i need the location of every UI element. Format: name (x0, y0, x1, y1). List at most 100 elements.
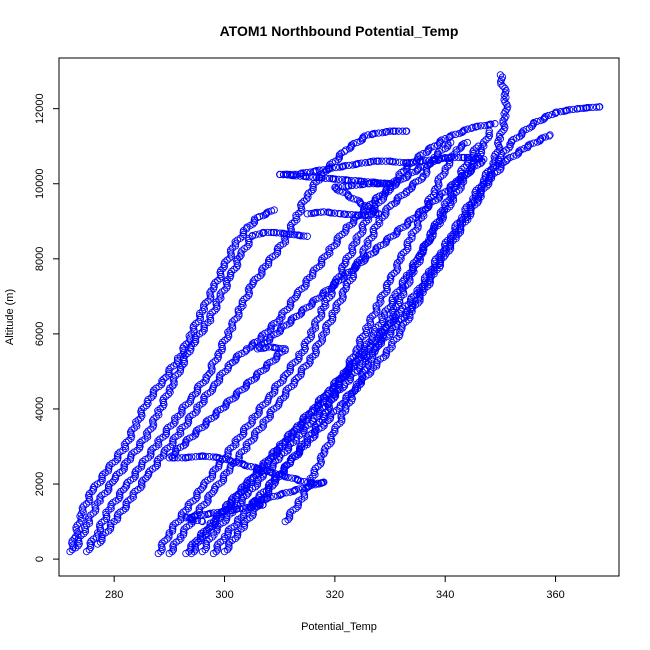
data-point (292, 170, 300, 179)
data-point (456, 218, 465, 226)
data-point (163, 535, 171, 543)
data-point (482, 136, 490, 144)
data-point (409, 266, 417, 274)
data-point (292, 375, 300, 383)
data-point (348, 220, 356, 228)
data-point (325, 174, 334, 183)
data-point (203, 499, 211, 507)
data-point (111, 472, 120, 481)
data-point (317, 452, 325, 460)
data-point (129, 474, 138, 483)
data-point (469, 123, 477, 132)
data-point (452, 228, 460, 237)
data-point (290, 377, 298, 385)
data-point (483, 182, 491, 190)
data-point (341, 403, 349, 411)
data-point (78, 504, 86, 512)
data-point (85, 513, 93, 521)
data-point (214, 522, 222, 530)
data-point (197, 517, 206, 525)
data-point (347, 176, 355, 185)
data-point (296, 442, 304, 451)
data-point (243, 462, 252, 470)
data-point (303, 336, 312, 345)
data-point (369, 225, 377, 234)
data-point (258, 424, 266, 432)
data-point (368, 347, 376, 356)
data-point (473, 122, 482, 130)
data-point (380, 179, 389, 187)
data-point (513, 151, 521, 159)
data-point (273, 445, 282, 454)
data-point (382, 281, 391, 290)
data-point (222, 402, 230, 411)
data-point (364, 131, 372, 139)
data-point (439, 211, 447, 219)
data-point (267, 228, 276, 237)
data-point (154, 407, 162, 415)
data-point (394, 127, 403, 135)
data-point (396, 176, 404, 184)
data-point (170, 454, 179, 462)
data-point (190, 547, 198, 556)
data-point (266, 412, 274, 421)
data-point (286, 488, 294, 496)
data-point (165, 533, 173, 541)
data-point (409, 180, 417, 188)
data-point (392, 302, 400, 311)
data-point (107, 501, 115, 509)
data-point (241, 517, 249, 526)
data-point (263, 209, 271, 217)
data-point (150, 415, 158, 423)
data-point (438, 136, 446, 144)
data-point (358, 368, 366, 376)
data-point (320, 393, 328, 401)
data-point (300, 232, 308, 240)
data-point (277, 324, 285, 332)
data-point (231, 238, 239, 246)
data-point (387, 271, 396, 279)
data-point (434, 175, 443, 183)
data-point (345, 377, 353, 385)
data-point (204, 493, 212, 501)
data-point (322, 408, 330, 417)
data-point (332, 301, 340, 309)
data-point (342, 369, 350, 378)
y-tick-label: 2000 (34, 472, 46, 496)
data-point (452, 232, 460, 240)
data-point (520, 145, 528, 153)
data-point (431, 196, 440, 205)
data-point (190, 516, 198, 524)
data-point (228, 318, 236, 326)
data-point (426, 199, 434, 207)
data-point (418, 286, 427, 295)
data-point (342, 367, 350, 376)
data-point (275, 452, 284, 460)
data-point (254, 369, 262, 377)
data-point (331, 183, 340, 191)
y-tick-label: 10000 (34, 168, 46, 199)
data-point (165, 365, 173, 374)
data-point (193, 489, 201, 498)
data-point (232, 352, 241, 361)
data-point (247, 420, 255, 428)
data-point (235, 450, 243, 458)
data-point (206, 310, 214, 319)
data-point (399, 127, 407, 135)
data-point (147, 446, 155, 454)
data-point (474, 142, 482, 150)
data-point (269, 459, 278, 467)
data-point (318, 416, 327, 424)
data-point (198, 328, 207, 336)
data-point (311, 422, 319, 430)
data-point (250, 338, 258, 347)
data-point (403, 240, 411, 249)
data-point (139, 457, 147, 466)
data-point (459, 127, 467, 135)
data-point (85, 489, 94, 498)
x-tick-label: 360 (546, 589, 564, 601)
data-point (122, 480, 131, 488)
data-point (284, 442, 293, 450)
data-point (327, 431, 335, 440)
data-point (84, 515, 93, 523)
